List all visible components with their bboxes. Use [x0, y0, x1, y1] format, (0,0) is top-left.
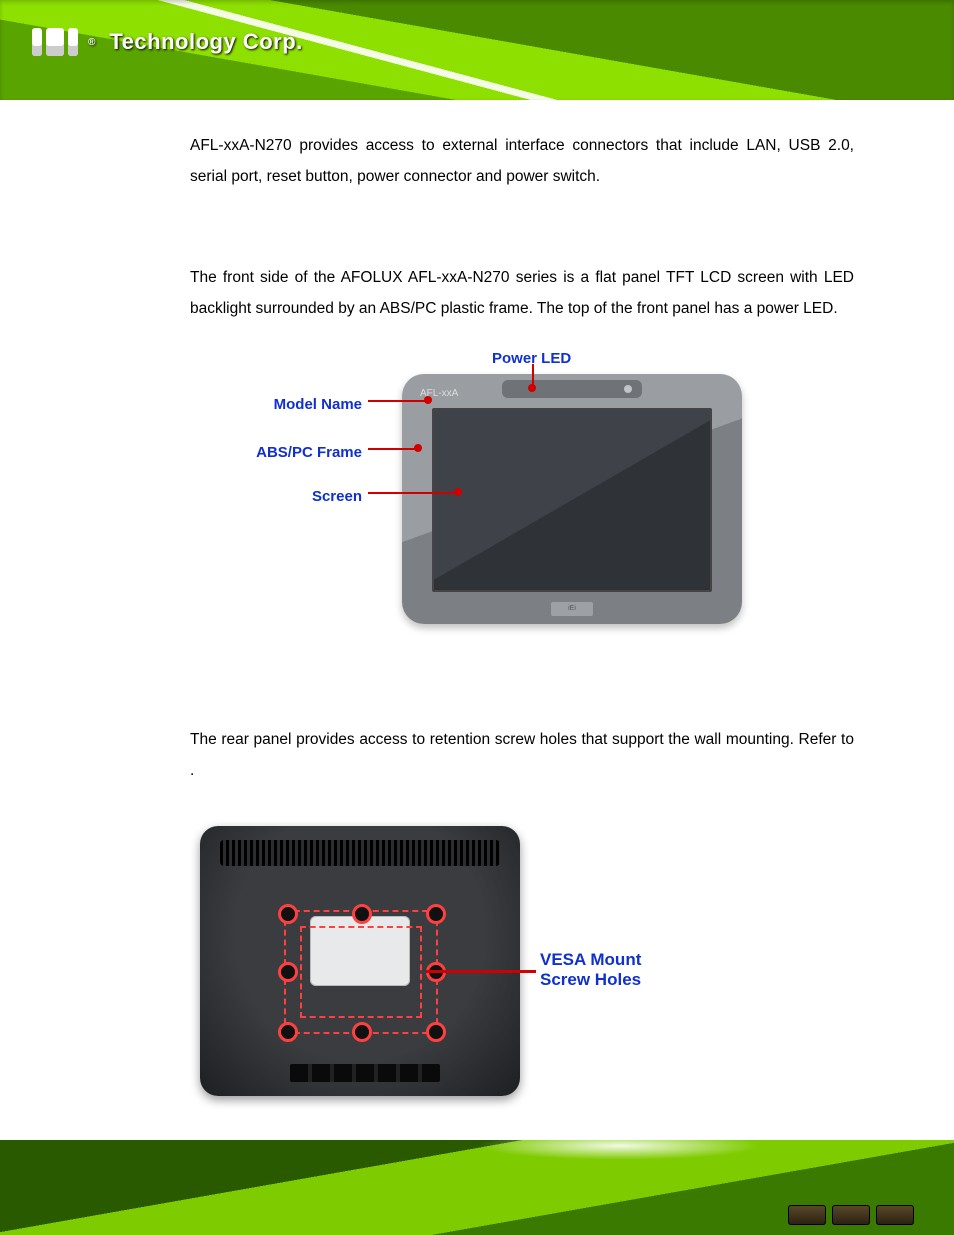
device-front: AFL-xxA iEi	[402, 374, 742, 624]
page: ® Technology Corp. AFL-xxA-N270 provides…	[0, 0, 954, 1235]
callout-vesa-line1: VESA Mount	[540, 950, 641, 969]
vesa-hole	[352, 904, 372, 924]
device-screen	[432, 408, 712, 592]
power-led-dot	[624, 385, 632, 393]
figure-front-view: AFL-xxA iEi Power LED Model Name ABS/PC …	[272, 354, 772, 624]
rear-paragraph-prefix: The rear panel provides access to retent…	[190, 731, 854, 748]
vesa-hole	[278, 962, 298, 982]
footer-banner	[0, 1140, 954, 1235]
callout-vesa-mount: VESA Mount Screw Holes	[540, 950, 641, 989]
vesa-dashed-inner	[300, 926, 422, 1018]
device-chin-badge: iEi	[551, 602, 593, 616]
callout-model-name: Model Name	[212, 390, 362, 420]
vesa-hole	[278, 1022, 298, 1042]
intro-paragraph: AFL-xxA-N270 provides access to external…	[190, 130, 854, 192]
rear-ports-row	[290, 1064, 440, 1082]
vesa-hole	[352, 1022, 372, 1042]
rear-paragraph: The rear panel provides access to retent…	[190, 724, 854, 786]
device-topbar	[502, 380, 642, 398]
brand-reg: ®	[88, 37, 95, 48]
header-banner: ® Technology Corp.	[0, 0, 954, 100]
leader-line	[426, 970, 536, 973]
front-paragraph: The front side of the AFOLUX AFL-xxA-N27…	[190, 262, 854, 324]
vesa-hole	[278, 904, 298, 924]
brand-lockup: ® Technology Corp.	[32, 28, 303, 56]
brand-logo	[32, 28, 78, 56]
callout-screen: Screen	[212, 482, 362, 512]
rear-paragraph-suffix: .	[190, 762, 194, 779]
device-rear	[200, 826, 520, 1096]
content-column: AFL-xxA-N270 provides access to external…	[190, 130, 854, 1106]
brand-tagline: Technology Corp.	[109, 29, 302, 55]
callout-vesa-line2: Screw Holes	[540, 970, 641, 989]
vent-slots	[220, 840, 500, 866]
footer-chips	[788, 1205, 914, 1225]
figure-rear-view: VESA Mount Screw Holes	[190, 826, 710, 1106]
vesa-hole	[426, 1022, 446, 1042]
vesa-hole	[426, 904, 446, 924]
callout-abs-pc-frame: ABS/PC Frame	[212, 438, 362, 468]
